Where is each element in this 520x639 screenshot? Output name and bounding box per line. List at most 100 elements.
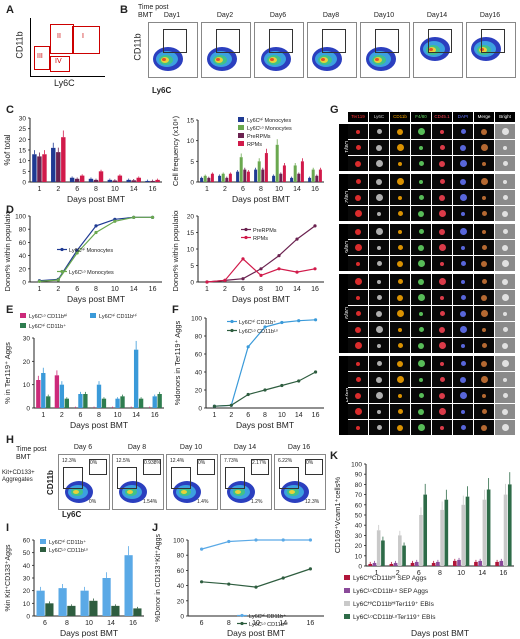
- g-cell-blob-4-3-4: [438, 408, 446, 415]
- g-image-cell-4-3-7: [495, 404, 515, 419]
- k-bar-s1-3: [436, 561, 440, 566]
- c-right-ytick-label-1: 5: [190, 159, 194, 166]
- k-bar-s1-2: [414, 561, 419, 566]
- k-ytick-label-2: 20: [355, 543, 363, 550]
- g-image-cell-3-2-4: [432, 306, 452, 321]
- d-left-ytick-label-4: 80: [19, 227, 27, 234]
- g-cell-blob-4-0-4: [440, 361, 444, 366]
- k-bar-s1-1: [393, 562, 398, 566]
- flow-b-plot-5: [413, 22, 463, 78]
- panel-f-chart: 0 20 40 60 80 100 1 2 6 8 10 14 16 Days post BMT %dono…: [173, 316, 324, 430]
- g-cell-blob-2-0-4: [439, 228, 445, 235]
- flow-h-day-label-0: Day 6: [73, 444, 93, 451]
- flow-b-density-3-4: [321, 58, 325, 61]
- c-right-bar-s0-2: [236, 171, 240, 182]
- g-cell-blob-1-1-5: [459, 194, 467, 201]
- j-point-s0-0: [200, 547, 204, 551]
- d-left-point-s1-3: [94, 230, 98, 235]
- j-ytick-label-0: 0: [180, 614, 184, 621]
- j-ytick-label-2: 40: [177, 583, 185, 590]
- g-image-cell-2-2-1: [369, 256, 389, 271]
- g-cell-blob-1-1-4: [439, 194, 445, 201]
- g-image-cell-2-0-0: [348, 224, 368, 239]
- e-bar-s1-0: [41, 373, 46, 408]
- panel-h-header-line1: Time post: [16, 446, 47, 453]
- i-bar-s0-2: [80, 590, 89, 616]
- g-image-cell-2-1-3: [411, 240, 431, 255]
- d-right-ytick-label-3: 15: [187, 230, 195, 237]
- g-cell-blob-2-0-5: [459, 228, 467, 235]
- c-right-bar-s1-5: [293, 165, 297, 182]
- g-image-cell-0-1-1: [369, 140, 389, 155]
- g-cell-blob-2-2-6: [481, 260, 487, 267]
- j-point-s1-0: [200, 580, 204, 584]
- g-cell-blob-4-3-2: [397, 409, 403, 414]
- d-right-point-s0-6: [313, 224, 317, 228]
- c-right-bar-s2-4: [279, 173, 283, 182]
- flow-b-plot-1: [201, 22, 251, 78]
- i-bar-s1-4: [133, 608, 142, 616]
- panel-label-j: J: [152, 522, 159, 534]
- k-legend-label-3: Ly6CᴸᵒCD11bᴸᵒTer119⁺ EBIs: [353, 614, 436, 621]
- g-cell-blob-1-2-7: [502, 210, 508, 217]
- g-image-cell-3-0-7: [495, 274, 515, 289]
- d-left-legend-marker-1: [60, 269, 64, 274]
- g-cell-blob-2-1-6: [481, 245, 487, 250]
- e-bar-s1-6: [152, 396, 157, 408]
- k-bar-s0-5: [474, 561, 478, 566]
- g-image-cell-3-2-5: [453, 306, 473, 321]
- g-cell-blob-4-3-1: [377, 409, 381, 414]
- k-legend-swatch-3: [344, 614, 350, 619]
- i-ytick-label-1: 10: [23, 601, 31, 608]
- g-cell-blob-0-2-3: [418, 161, 424, 166]
- g-day-label-3: Day9: [339, 274, 349, 353]
- g-image-cell-3-0-0: [348, 274, 368, 289]
- gate-iii-label: III: [37, 53, 43, 60]
- g-image-cell-2-0-5: [453, 224, 473, 239]
- g-cell-blob-2-2-0: [356, 261, 360, 266]
- g-cell-blob-3-0-0: [354, 278, 362, 285]
- i-legend-swatch-1: [40, 547, 46, 552]
- g-cell-blob-3-3-1: [375, 326, 383, 333]
- c-left-bar-s0-6: [145, 180, 150, 182]
- g-image-cell-2-1-5: [453, 240, 473, 255]
- k-legend-label-0: Ly6CᴴⁱCD11bᴴⁱ SEP Aggs: [353, 574, 427, 582]
- g-image-cell-2-2-3: [411, 256, 431, 271]
- flow-b-density-1-4: [216, 58, 220, 61]
- flow-h-pct-tl-3: 7.73%: [224, 458, 239, 464]
- panel-i-chart: 0 10 20 30 40 50 60 6 8 10 14 16 Days post BMT %in Ki…: [5, 538, 144, 638]
- g-cell-blob-3-1-1: [376, 295, 382, 300]
- c-right-xtick-label-4: 10: [275, 186, 283, 193]
- g-cell-blob-4-3-6: [481, 409, 487, 414]
- flow-h-pct-tr-2: 0%: [198, 460, 206, 466]
- k-legend-swatch-0: [344, 575, 350, 580]
- g-cell-blob-4-0-5: [460, 361, 466, 366]
- g-cell-blob-2-2-7: [501, 260, 509, 267]
- g-image-cell-0-2-3: [411, 156, 431, 171]
- e-bar-s2-2: [83, 394, 88, 408]
- g-image-cell-1-0-4: [432, 174, 452, 189]
- panel-label-e: E: [6, 304, 14, 316]
- g-cell-blob-3-4-6: [481, 343, 487, 348]
- panel-h-flow-row: Day 6 12.3% 0% 0% Day 8 12.5% 0.938% 1.54% Day 1…: [58, 444, 328, 510]
- k-ytick-label-5: 50: [355, 513, 363, 520]
- i-bar-s1-0: [45, 603, 54, 616]
- flow-h-density-3-3: [235, 490, 241, 494]
- d-right-legend-marker-0: [244, 227, 248, 232]
- g-cell-blob-0-0-1: [376, 129, 382, 134]
- g-image-cell-4-2-5: [453, 388, 473, 403]
- k-xtick-label-1: 2: [396, 570, 400, 577]
- e-ylabel: % in Ter119⁺ Aggs: [3, 342, 12, 404]
- g-cell-blob-4-3-7: [502, 408, 508, 415]
- g-image-cell-3-2-2: [390, 306, 410, 321]
- i-xtick-label-4: 16: [129, 620, 137, 627]
- flow-b-day-label-0: Day1: [163, 12, 181, 19]
- k-bar-s0-0: [368, 563, 373, 566]
- c-left-ytick-label-5: 25: [19, 126, 27, 133]
- panel-b-xlabel: Ly6C: [152, 86, 172, 95]
- g-image-cell-4-3-0: [348, 404, 368, 419]
- d-right-legend-label-1: RPMs: [253, 236, 268, 242]
- panel-h-cd11b-label: CD11b: [45, 470, 55, 495]
- gate-ii-label: II: [57, 33, 61, 40]
- d-left-ytick-label-0: 0: [22, 280, 26, 287]
